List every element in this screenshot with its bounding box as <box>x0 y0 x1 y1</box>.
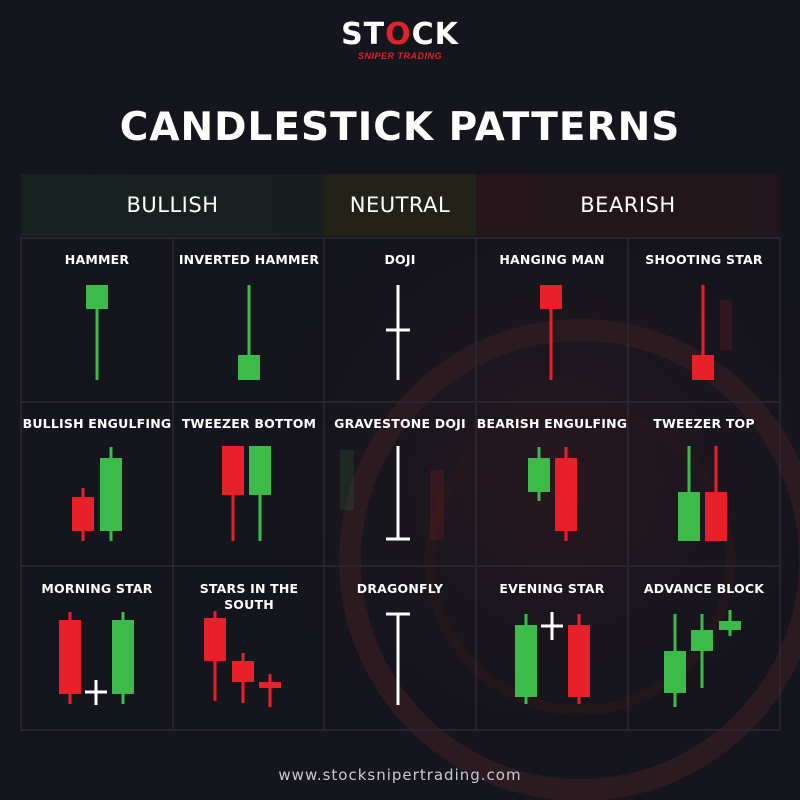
candle-bearish <box>204 611 226 701</box>
doji-candles <box>386 285 410 380</box>
dragonfly-candles <box>386 612 410 705</box>
candle-bullish <box>515 614 537 704</box>
candle-doji <box>541 612 563 640</box>
grid-lines <box>20 237 781 731</box>
candle-bullish <box>86 285 108 380</box>
candle-bearish <box>568 614 590 704</box>
evening-star-candles <box>515 612 590 704</box>
pattern-label-dragonfly: DRAGONFLY <box>356 581 444 596</box>
candle-bullish <box>664 614 686 707</box>
inverted-hammer-candles <box>238 285 260 380</box>
candle-bullish <box>678 446 700 541</box>
candle-bullish <box>691 614 713 688</box>
candle-bearish <box>705 446 727 541</box>
pattern-label-evening-star: EVENING STAR <box>499 581 605 596</box>
pattern-label-morning-star: MORNING STAR <box>41 581 153 596</box>
hammer-candles <box>86 285 108 380</box>
pattern-label-shooting-star: SHOOTING STAR <box>645 252 763 267</box>
category-bearish: BEARISH <box>476 174 780 236</box>
pattern-label-stars-in-the-south: STARS IN THE SOUTH <box>199 581 299 612</box>
candle-bearish <box>692 285 714 380</box>
bullish-engulfing-candles <box>72 447 122 541</box>
candle-bearish <box>72 488 94 541</box>
candle-bullish <box>112 612 134 704</box>
pattern-label-bullish-engulfing: BULLISH ENGULFING <box>22 416 172 431</box>
pattern-label-tweezer-top: TWEEZER TOP <box>653 416 755 431</box>
gravestone-doji-candles <box>386 446 410 541</box>
bearish-engulfing-candles <box>528 447 577 541</box>
category-neutral: NEUTRAL <box>324 174 476 236</box>
logo-wordmark: STOCK <box>341 17 459 52</box>
candle-bearish <box>540 285 562 380</box>
candle-doji <box>386 285 410 380</box>
morning-star-candles <box>59 612 134 705</box>
website-url: www.stocksnipertrading.com <box>278 766 522 784</box>
pattern-label-doji: DOJI <box>384 252 416 267</box>
candle-doji <box>386 612 410 705</box>
pattern-label-advance-block: ADVANCE BLOCK <box>643 581 765 596</box>
target-ring-inner <box>425 405 735 715</box>
tweezer-top-candles <box>678 446 727 541</box>
pattern-label-bearish-engulfing: BEARISH ENGULFING <box>476 416 628 431</box>
shooting-star-candles <box>692 285 714 380</box>
category-neutral-label: NEUTRAL <box>349 193 451 217</box>
candle-bullish <box>719 610 741 636</box>
candle-bearish <box>555 447 577 541</box>
candle-doji <box>85 680 107 705</box>
candle-bearish <box>259 674 281 707</box>
category-bullish: BULLISH <box>21 174 324 236</box>
candle-bearish <box>59 612 81 704</box>
pattern-label-hanging-man: HANGING MAN <box>499 252 605 267</box>
candle-bullish <box>100 447 122 541</box>
tweezer-bottom-candles <box>222 446 271 541</box>
page-title: CANDLESTICK PATTERNS <box>119 105 681 150</box>
target-ring-outer <box>339 319 800 800</box>
brand-logo: STOCK SNIPER TRADING <box>300 18 500 64</box>
logo-tagline: SNIPER TRADING <box>357 51 442 61</box>
category-bullish-label: BULLISH <box>126 193 219 217</box>
pattern-label-hammer: HAMMER <box>64 252 130 267</box>
pattern-label-gravestone-doji: GRAVESTONE DOJI <box>334 416 466 431</box>
pattern-label-inverted-hammer: INVERTED HAMMER <box>178 252 320 267</box>
stars-in-the-south-candles <box>204 611 281 707</box>
candle-bullish <box>238 285 260 380</box>
candle-bearish <box>222 446 244 541</box>
hanging-man-candles <box>540 285 562 380</box>
candle-doji <box>386 446 410 541</box>
candle-bearish <box>232 653 254 703</box>
faint-candles <box>340 300 732 540</box>
advance-block-candles <box>664 610 741 707</box>
candle-bullish <box>249 446 271 541</box>
candle-bullish <box>528 447 550 501</box>
pattern-label-tweezer-bottom: TWEEZER BOTTOM <box>181 416 317 431</box>
category-bearish-label: BEARISH <box>580 193 676 217</box>
